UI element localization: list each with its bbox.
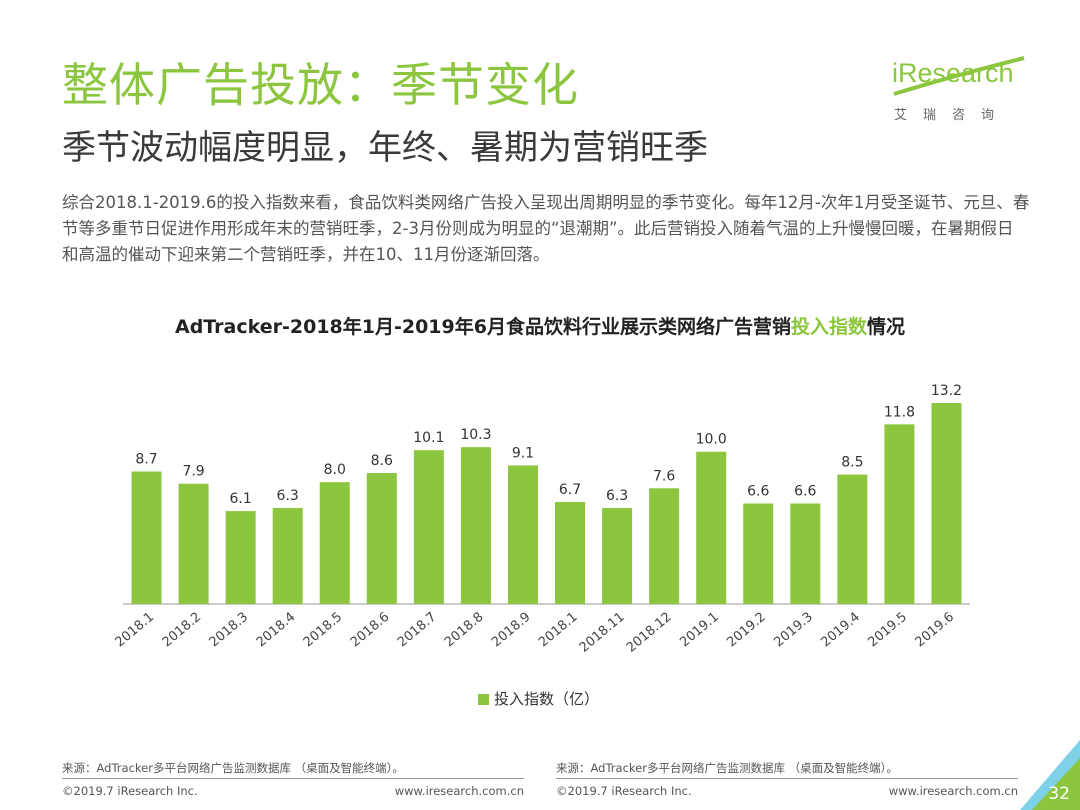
bar — [225, 511, 256, 604]
x-tick-label: 2018.2 — [160, 610, 204, 651]
x-tick-label: 2018.1 — [536, 610, 580, 651]
bar — [555, 501, 586, 604]
x-tick-label: 2019.1 — [677, 610, 721, 651]
bar-value-label: 8.7 — [135, 452, 157, 468]
footer-url-left: www.iresearch.com.cn — [394, 784, 524, 798]
bar-value-label: 7.6 — [653, 468, 675, 484]
footer-copyright-right: ©2019.7 iResearch Inc. — [556, 784, 692, 798]
bar-chart: 8.7 2018.1 7.9 2018.2 6.1 2018.3 6.3 2018.4 8.0 2… — [113, 383, 970, 656]
footer-url-right: www.iresearch.com.cn — [888, 784, 1018, 798]
logo-text: iResearch — [892, 58, 1014, 88]
footer-source-left: 来源：AdTracker多平台网络广告监测数据库 （桌面及智能终端）。 — [62, 761, 404, 775]
x-tick-label: 2018.9 — [489, 610, 533, 651]
page-number: 32 — [1048, 784, 1070, 804]
footer-copyright-left: ©2019.7 iResearch Inc. — [62, 784, 198, 798]
x-tick-label: 2018.3 — [207, 610, 251, 651]
bar — [696, 451, 727, 604]
bar — [178, 483, 209, 604]
footer-source-right: 来源：AdTracker多平台网络广告监测数据库 （桌面及智能终端）。 — [556, 761, 898, 775]
bar-value-label: 6.1 — [230, 491, 252, 507]
bar-value-label: 6.6 — [747, 484, 769, 500]
bar — [460, 447, 491, 604]
x-tick-label: 2019.5 — [865, 610, 909, 651]
footer-divider-left — [62, 778, 524, 779]
bar — [884, 424, 915, 604]
bar-value-label: 6.6 — [794, 484, 816, 500]
bar-value-label: 8.6 — [371, 453, 393, 469]
page-subtitle: 季节波动幅度明显，年终、暑期为营销旺季 — [62, 128, 708, 168]
page-title: 整体广告投放：季节变化 — [62, 58, 579, 112]
legend-label: 投入指数（亿） — [494, 690, 600, 708]
x-tick-label: 2018.5 — [301, 610, 345, 651]
description-text: 综合2018.1-2019.6的投入指数来看，食品饮料类网络广告投入呈现出周期明… — [62, 193, 1030, 264]
x-tick-label: 2018.8 — [442, 610, 486, 651]
bar-value-label: 8.5 — [841, 455, 863, 471]
bar-value-label: 10.0 — [696, 432, 727, 448]
bar-value-label: 8.0 — [324, 462, 346, 478]
chart-title: AdTracker-2018年1月-2019年6月食品饮料行业展示类网络广告营销… — [0, 312, 1080, 339]
bar-value-label: 9.1 — [512, 445, 534, 461]
bar-value-label: 13.2 — [931, 383, 962, 399]
x-tick-label: 2018.4 — [254, 610, 298, 651]
bar-value-label: 11.8 — [884, 404, 915, 420]
bar — [790, 503, 821, 604]
x-tick-label: 2018.7 — [395, 610, 439, 651]
chart-title-suffix: 情况 — [867, 316, 906, 338]
bar — [602, 508, 633, 604]
x-tick-label: 2019.4 — [818, 610, 862, 651]
x-tick-label: 2018.1 — [113, 610, 157, 651]
logo-subtext: 艾瑞咨询 — [894, 108, 1011, 123]
bar-value-label: 6.7 — [559, 482, 581, 498]
bar — [507, 465, 538, 604]
bar-value-label: 6.3 — [277, 488, 299, 504]
footer-divider-right — [556, 778, 1018, 779]
bar-value-label: 10.1 — [413, 430, 444, 446]
bar — [131, 471, 162, 604]
bar-value-label: 10.3 — [460, 427, 491, 443]
x-tick-label: 2019.6 — [913, 610, 957, 651]
logo-swoosh-icon — [893, 56, 1025, 96]
bar-value-label: 7.9 — [182, 464, 204, 480]
bar — [413, 450, 444, 604]
legend-swatch — [478, 694, 489, 705]
bar — [272, 508, 303, 604]
x-tick-label: 2019.3 — [771, 610, 815, 651]
x-tick-label: 2018.11 — [577, 610, 628, 656]
bar — [319, 482, 350, 604]
bar — [649, 488, 680, 604]
chart-title-prefix: AdTracker-2018年1月-2019年6月食品饮料行业展示类网络广告营销 — [174, 316, 791, 338]
bar — [743, 503, 774, 604]
bar — [931, 403, 962, 604]
corner-decoration — [1020, 740, 1080, 810]
chart-title-highlight: 投入指数 — [790, 316, 867, 338]
bar — [837, 474, 868, 604]
iresearch-logo: iResearch 艾瑞咨询 — [892, 54, 1032, 124]
x-tick-label: 2018.6 — [348, 610, 392, 651]
x-tick-label: 2018.12 — [624, 610, 675, 656]
bar-value-label: 6.3 — [606, 488, 628, 504]
bar — [366, 473, 397, 604]
chart-legend: 投入指数（亿） — [478, 688, 599, 709]
x-tick-label: 2019.2 — [724, 610, 768, 651]
